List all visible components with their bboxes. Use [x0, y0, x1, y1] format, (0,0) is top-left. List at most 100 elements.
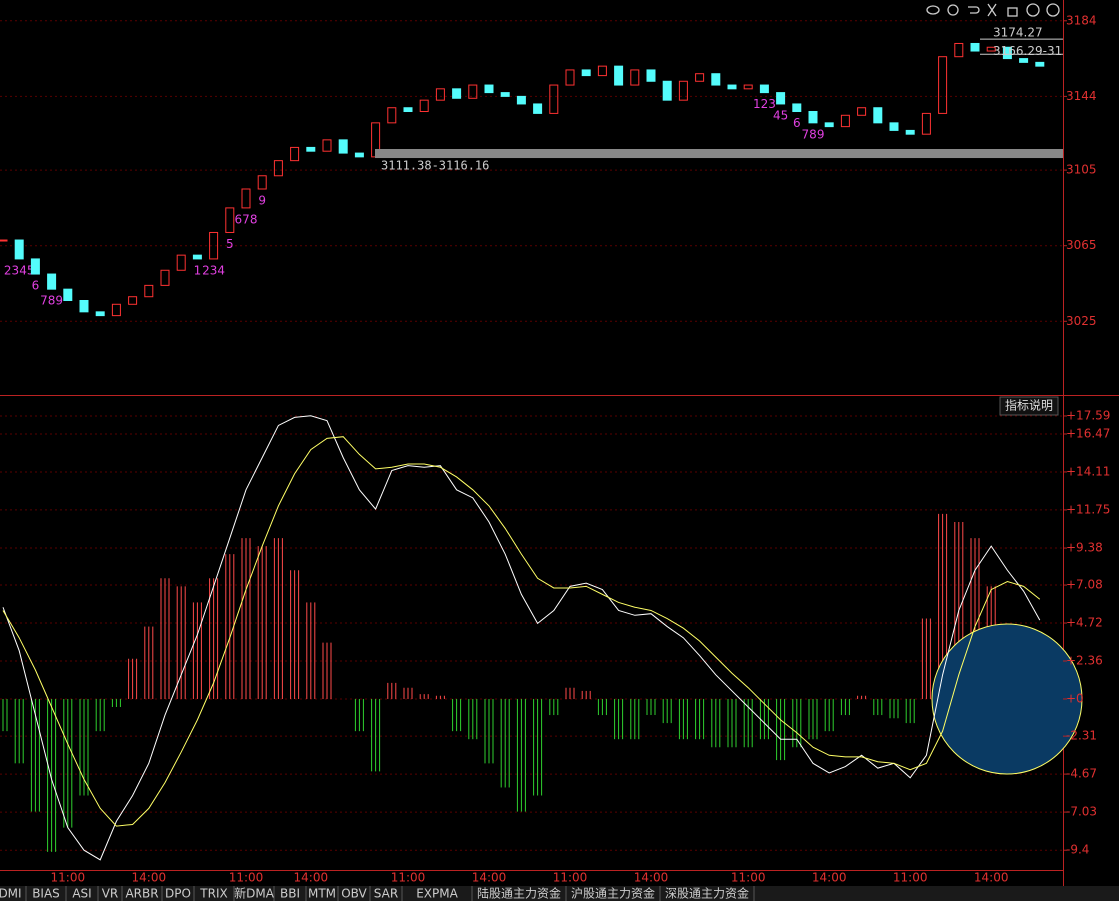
setup-count: 45	[773, 108, 788, 122]
x-tick-label: 14:00	[812, 871, 847, 885]
candle	[695, 73, 705, 82]
setup-count: 789	[802, 127, 825, 141]
candle	[63, 288, 73, 302]
y-tick-label: -2.31	[1066, 729, 1097, 743]
candle	[176, 254, 186, 271]
candle	[1019, 58, 1029, 63]
candle	[808, 111, 818, 124]
indicator-tab[interactable]: VR	[102, 887, 119, 901]
hand-icon[interactable]	[947, 4, 959, 16]
setup-count: 1	[194, 263, 202, 277]
zoom-in-icon[interactable]	[1026, 3, 1040, 17]
candle	[225, 207, 235, 233]
y-tick-label: +4.72	[1066, 616, 1103, 630]
indicator-tab[interactable]: 新DMA	[234, 886, 275, 901]
indicator-tab[interactable]: TRIX	[199, 887, 227, 901]
indicator-tab[interactable]: MTM	[308, 887, 336, 901]
candle	[290, 146, 300, 162]
y-tick-label: 3025	[1066, 314, 1097, 328]
candle	[192, 254, 202, 260]
x-tick-label: 11:00	[51, 871, 86, 885]
candle	[47, 273, 57, 290]
macd-line	[2, 436, 1041, 827]
candle	[1002, 46, 1012, 60]
candle	[484, 84, 494, 94]
x-tick-label: 14:00	[974, 871, 1009, 885]
indicator-tab[interactable]: DPO	[165, 887, 191, 901]
candle	[468, 84, 478, 99]
y-tick-label: +16.47	[1066, 426, 1110, 440]
support-band	[375, 149, 1063, 159]
setup-count: 2345	[4, 263, 35, 277]
x-tick-label: 11:00	[229, 871, 264, 885]
indicator-tab[interactable]: 深股通主力资金	[665, 886, 749, 901]
candle	[662, 80, 672, 101]
indicator-tab[interactable]: 陆股通主力资金	[477, 886, 561, 901]
candle	[0, 239, 8, 242]
x-tick-label: 14:00	[294, 871, 329, 885]
indicator-tab[interactable]: BBI	[280, 887, 300, 901]
lock-icon[interactable]	[1007, 7, 1018, 17]
setup-count: 789	[40, 294, 63, 308]
candle	[14, 239, 24, 260]
price-mark-label: 3174.27	[993, 26, 1043, 40]
undo-icon[interactable]	[968, 6, 980, 14]
tab-bar	[0, 886, 1119, 901]
candle	[921, 112, 931, 135]
candle	[144, 284, 154, 298]
candle	[938, 56, 948, 114]
candle	[889, 122, 899, 131]
indicator-tab[interactable]: OBV	[341, 887, 367, 901]
zoom-out-icon[interactable]	[1046, 3, 1060, 17]
candle	[79, 300, 89, 313]
setup-count: 678	[235, 212, 258, 226]
candle	[905, 129, 915, 135]
indicator-tab[interactable]: DMI	[0, 887, 22, 901]
indicator-tab[interactable]: BIAS	[32, 887, 60, 901]
indicator-tab[interactable]: EXPMA	[416, 887, 458, 901]
cut-icon[interactable]	[987, 3, 997, 17]
x-tick-label: 14:00	[472, 871, 507, 885]
setup-count: 6	[793, 116, 801, 130]
candle	[954, 42, 964, 58]
indicator-tab[interactable]: ARBR	[125, 887, 158, 901]
y-tick-label: 3184	[1066, 13, 1097, 27]
y-tick-label: +9.38	[1066, 541, 1103, 555]
candle	[614, 65, 624, 86]
help-button[interactable]	[999, 396, 1059, 416]
candle	[516, 95, 526, 105]
y-tick-label: 3105	[1066, 163, 1097, 177]
candle	[257, 175, 267, 190]
candle	[857, 107, 867, 116]
price-mark-label: 3166.29-31	[993, 44, 1062, 58]
candle	[209, 231, 219, 260]
eye-icon[interactable]	[926, 5, 940, 15]
help-button-label[interactable]: 指标说明	[1005, 398, 1053, 413]
indicator-tab[interactable]: 沪股通主力资金	[571, 886, 655, 901]
candle	[840, 114, 850, 128]
candle	[354, 152, 364, 158]
candle	[792, 103, 802, 113]
y-tick-label: +14.11	[1066, 464, 1110, 478]
x-tick-label: 11:00	[893, 871, 928, 885]
candle	[435, 88, 445, 101]
candle	[306, 146, 316, 152]
candle	[111, 303, 121, 317]
y-tick-label: 3065	[1066, 238, 1097, 252]
candle	[970, 42, 980, 52]
setup-count: 9	[258, 193, 266, 207]
candle	[873, 107, 883, 124]
candle	[776, 92, 786, 105]
candle	[581, 69, 591, 77]
setup-count: 5	[226, 237, 234, 251]
indicator-tab[interactable]: ASI	[72, 887, 91, 901]
indicator-tab[interactable]: SAR	[374, 887, 398, 901]
y-tick-label: -9.4	[1066, 843, 1089, 857]
setup-count: 123	[753, 97, 776, 111]
toolbar[interactable]	[926, 3, 1060, 17]
candle	[452, 88, 462, 99]
candle	[565, 69, 575, 86]
y-tick-label: -4.67	[1066, 767, 1097, 781]
candle	[403, 107, 413, 113]
candle	[1035, 61, 1045, 67]
